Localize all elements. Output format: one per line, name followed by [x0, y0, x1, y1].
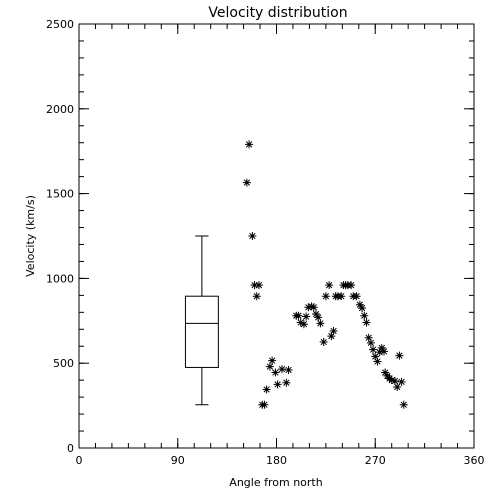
data-point: [316, 319, 325, 328]
data-point: [397, 377, 406, 386]
y-tick-labels: 0 500 1000 1500 2000 2500: [46, 18, 74, 455]
data-point: [395, 351, 404, 360]
chart-title: Velocity distribution: [208, 5, 347, 21]
data-point: [360, 311, 369, 320]
data-point: [250, 281, 259, 290]
data-point: [391, 377, 399, 386]
data-point: [319, 338, 328, 346]
data-point: [309, 303, 318, 312]
data-point: [252, 292, 261, 301]
data-point: [358, 304, 367, 313]
data-point: [327, 332, 336, 341]
data-point: [352, 292, 361, 301]
x-tick-label: 180: [266, 454, 287, 467]
data-point: [271, 368, 280, 377]
data-point: [366, 338, 375, 347]
data-point: [304, 303, 313, 312]
x-axis-label: Angle from north: [229, 476, 322, 489]
data-point: [355, 300, 364, 309]
data-point: [254, 281, 263, 290]
data-point: [284, 365, 293, 374]
data-point: [387, 376, 396, 385]
data-point: [282, 378, 291, 387]
x-tick-label: 0: [76, 454, 83, 467]
data-point: [329, 326, 338, 335]
data-point: [373, 357, 382, 366]
data-point: [277, 365, 286, 374]
data-point: [273, 380, 282, 389]
x-tick-labels: 0 90 180 270 360: [76, 454, 485, 467]
y-tick-label: 2500: [46, 18, 74, 31]
data-point: [265, 362, 274, 371]
data-point: [371, 352, 380, 361]
x-tick-label: 270: [365, 454, 386, 467]
data-point: [325, 281, 334, 290]
data-point: [377, 343, 386, 352]
data-point: [362, 318, 371, 327]
y-tick-label: 500: [53, 357, 74, 370]
data-point: [294, 311, 303, 320]
data-point: [268, 356, 277, 365]
data-point: [399, 400, 408, 409]
data-point: [307, 302, 316, 311]
y-tick-label: 0: [67, 442, 74, 455]
x-tick-label: 90: [171, 454, 185, 467]
data-point: [393, 382, 402, 391]
y-tick-label: 1000: [46, 272, 74, 285]
data-point: [381, 368, 390, 377]
y-axis-label: Velocity (km/s): [24, 195, 37, 277]
data-point: [302, 312, 311, 321]
data-point: [337, 292, 346, 301]
data-point: [375, 348, 384, 357]
data-point: [262, 385, 271, 394]
data-point: [314, 313, 323, 322]
data-point: [364, 333, 373, 342]
data-point: [296, 318, 305, 327]
major-ticks: [78, 23, 475, 449]
y-tick-label: 1500: [46, 188, 74, 201]
scatter-points: [242, 140, 408, 409]
data-point: [369, 345, 378, 354]
data-point: [312, 310, 320, 319]
data-point: [321, 292, 330, 301]
data-point: [260, 400, 269, 409]
data-point: [245, 140, 254, 149]
data-point: [242, 178, 251, 187]
data-point: [347, 281, 356, 290]
boxplot-box: [184, 295, 219, 368]
data-point: [299, 320, 308, 329]
data-point: [380, 347, 389, 356]
boxplot: [184, 235, 219, 406]
data-point: [248, 232, 257, 240]
x-tick-label: 360: [464, 454, 485, 467]
y-tick-label: 2000: [46, 103, 74, 116]
